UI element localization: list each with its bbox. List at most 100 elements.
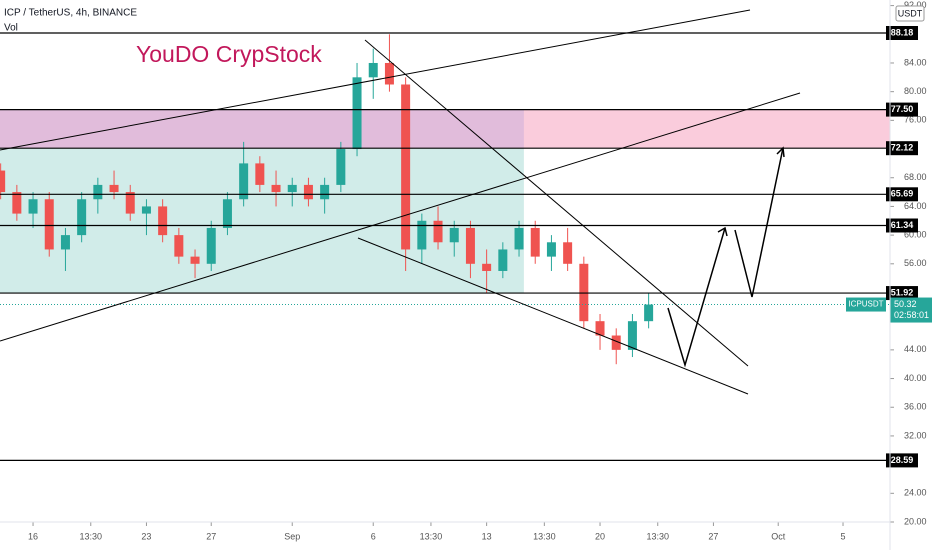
levels: 88.18 77.50 72.12 65.69 61.34 51.92 28.59 ICPUS… [0,25,932,468]
candle-body [109,184,119,193]
level-label: 51.92 [891,287,914,297]
trend-line [357,237,749,395]
candle-body [352,77,362,150]
level-label-box [886,453,918,468]
candle-body [239,163,249,200]
candle-body [125,192,135,214]
currency: USDT [898,8,923,18]
level-label-box [886,218,918,233]
candle-body [465,227,475,264]
candle-body [644,304,654,322]
grid: 92.00 84.00 80.00 76.00 68.00 64.00 60.00 56.00… [28,0,926,541]
candle-body [514,227,524,250]
volume-label: Vol [4,23,18,34]
symbol-box [846,297,886,312]
y-tick-label: 24.00 [904,488,927,498]
x-tick-label: 5 [841,531,846,541]
candle-body [141,206,151,214]
y-tick-label: 80.00 [904,86,927,96]
x-tick-label: 13 [482,531,492,541]
candle-body [190,256,200,264]
x-tick-label: Sep [284,531,300,541]
projection-path [667,227,726,368]
candle-body [433,220,443,243]
candle-body [0,170,6,193]
level-label: 65.69 [891,189,914,199]
candle-body [303,184,313,200]
candle-body [93,184,103,200]
zone-upper [0,109,890,149]
x-tick-label: 6 [371,531,376,541]
candles [0,34,654,365]
symbol-label: ICPUSDT [848,300,883,309]
candle-body [60,235,70,250]
x-tick-label: 13:30 [420,531,443,541]
price-box [890,297,932,323]
level-label: 28.59 [891,455,914,465]
drawings [0,9,801,395]
y-tick-label: 68.00 [904,172,927,182]
y-tick-label: 20.00 [904,516,927,526]
level-label-box [886,141,918,156]
x-tick-label: 13:30 [533,531,556,541]
candle-body [336,149,346,185]
y-tick-label: 44.00 [904,344,927,354]
projection-path [734,147,784,298]
x-tick-label: 27 [206,531,216,541]
annotation: YouDO CrypStock [136,41,322,67]
candle-body [271,184,281,193]
candle-body [12,192,22,214]
candle-body [320,184,330,200]
level-label-box [886,286,918,301]
x-tick-label: 23 [141,531,151,541]
candle-body [174,235,184,257]
level-label-box [886,25,918,40]
x-tick-label: 16 [28,531,38,541]
candle-body [530,227,540,257]
y-tick-label: 36.00 [904,402,927,412]
y-tick-label: 60.00 [904,229,927,239]
candle-body [563,242,573,264]
candle-body [417,220,427,250]
x-tick-label: 20 [595,531,605,541]
candle-body [44,199,54,250]
level-label: 61.34 [891,220,914,230]
candle-body [546,242,556,257]
candle-body [498,249,508,271]
candle-body [222,199,232,228]
y-tick-label: 32.00 [904,430,927,440]
trend-line [0,9,751,151]
candle-body [287,184,297,193]
y-tick-label: 76.00 [904,115,927,125]
x-tick-label: 27 [708,531,718,541]
level-label-box [886,102,918,117]
candle-body [255,163,265,185]
y-tick-label: 92.00 [904,0,927,10]
arrow-head [717,226,728,237]
candle-body [611,335,621,350]
x-tick-label: Oct [771,531,786,541]
candle-body [401,84,411,250]
countdown: 02:58:01 [894,310,929,320]
currency-box [895,5,925,22]
trend-line [0,92,801,342]
arrow-head [776,146,785,158]
candle-body [28,199,38,214]
level-label-box [886,187,918,202]
candle-body [206,227,216,264]
level-label: 72.12 [891,143,914,153]
level-label: 88.18 [891,27,914,37]
zone-upper-overlap [0,109,524,149]
candle-body [482,263,492,271]
candle-body [368,62,378,78]
y-tick-label: 40.00 [904,373,927,383]
y-tick-label: 64.00 [904,201,927,211]
candle-body [77,199,87,236]
candle-body [627,321,637,350]
candle-body [449,227,459,243]
level-label: 77.50 [891,104,914,114]
x-tick-label: 13:30 [79,531,102,541]
candle-body [158,206,168,236]
chart-title: ICP / TetherUS, 4h, BINANCE [4,8,137,19]
